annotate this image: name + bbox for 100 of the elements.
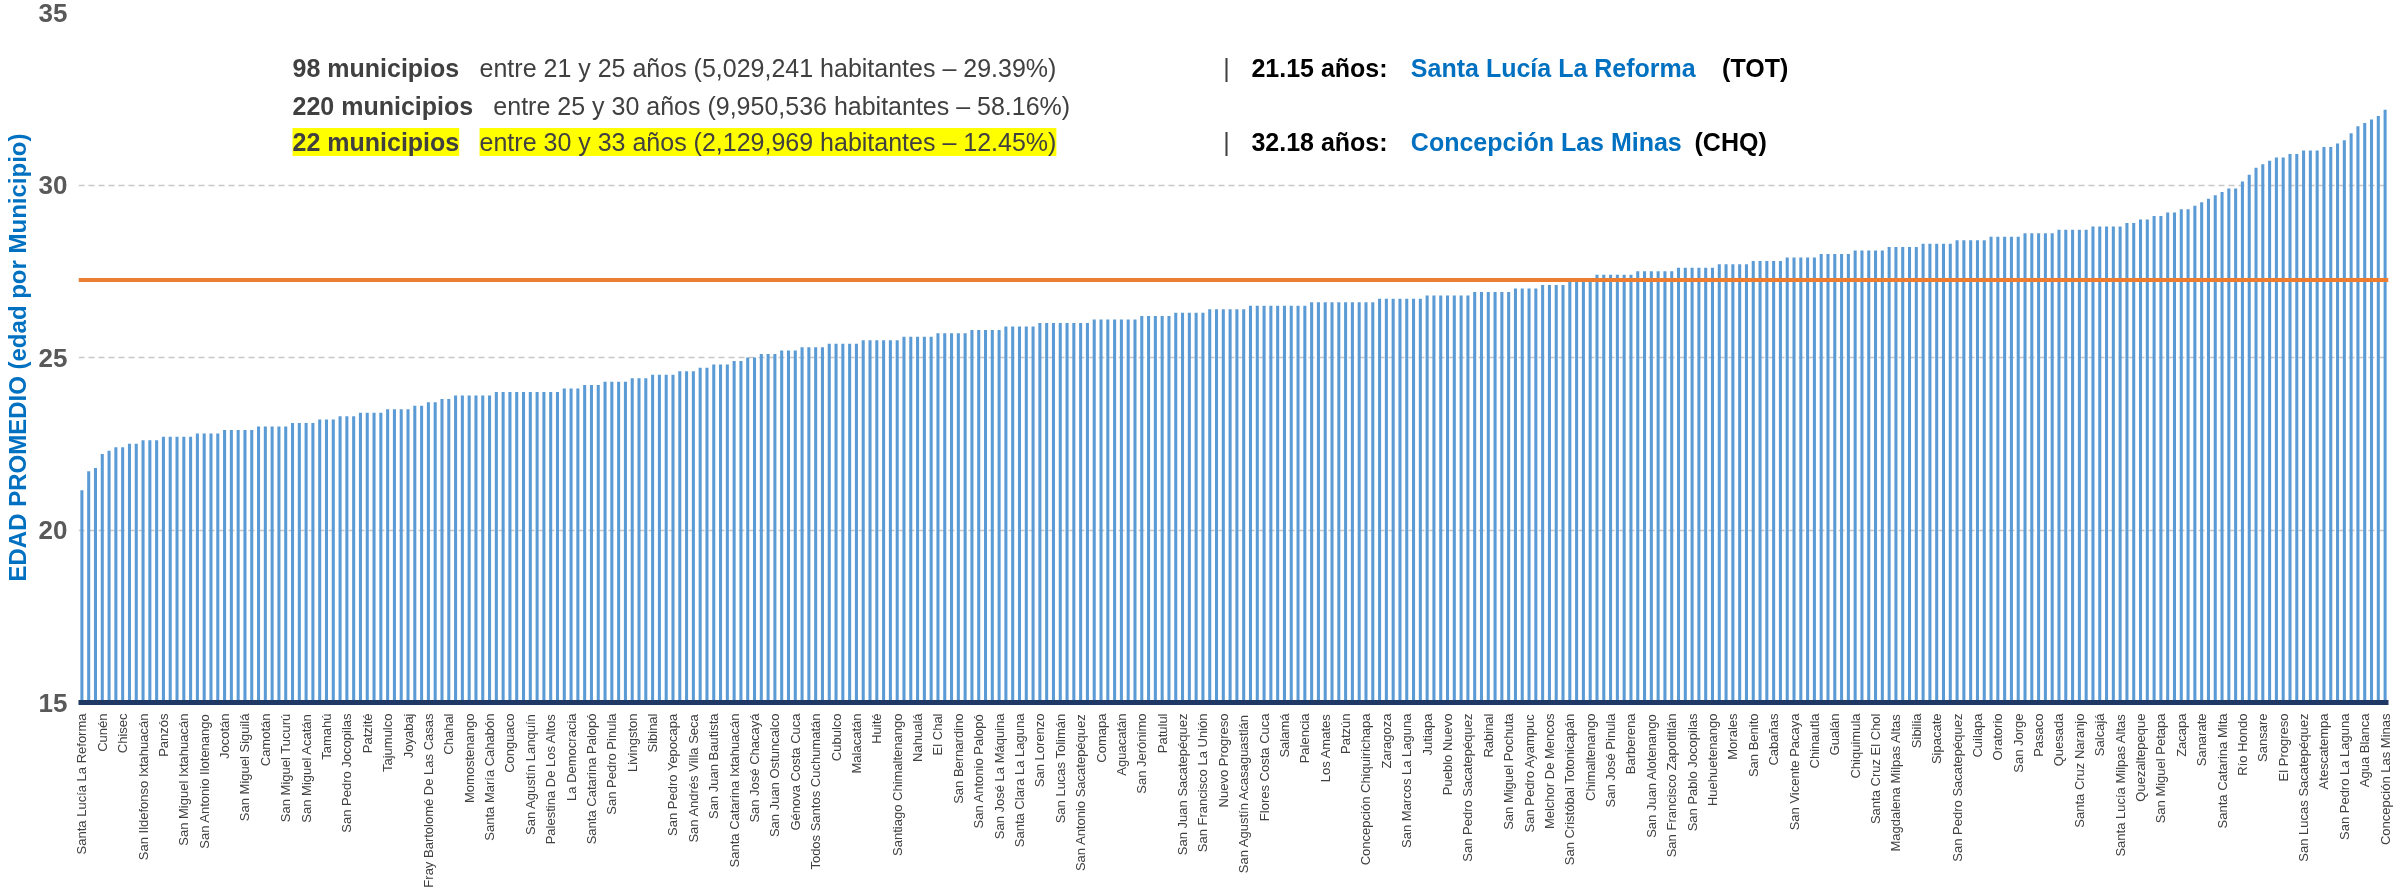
x-tick-label: Momostenango (461, 713, 477, 804)
x-tick-label: Zacapa (2173, 712, 2189, 757)
x-tick-label: Génova Costa Cuca (787, 712, 803, 831)
x-tick-label: Sanarate (2194, 713, 2210, 767)
x-tick-label: San Juan Ostuncalco (767, 713, 783, 838)
x-tick-label: El Chal (930, 713, 946, 756)
x-tick-label: San Pablo Jocopilas (1684, 713, 1700, 832)
x-tick-label: Nuevo Progreso (1215, 713, 1231, 808)
x-tick-label: Comapa (1093, 712, 1109, 763)
annotation: (TOT) (1722, 53, 1789, 82)
x-tick-label: Tamahú (318, 713, 334, 760)
x-tick-label: Jutiapa (1419, 712, 1435, 756)
x-tick-label: Jocotán (217, 713, 233, 760)
x-tick-label: San Vicente Pacaya (1786, 712, 1802, 831)
x-tick-label: Cunén (94, 713, 110, 752)
x-tick-label: Patzún (1338, 713, 1354, 754)
x-tick-label: Pueblo Nuevo (1440, 713, 1456, 796)
annotation: entre 30 y 33 años (2,129,969 habitantes – 12.45%) (479, 127, 1057, 156)
x-tick-label: Melchor De Mencos (1541, 713, 1557, 830)
x-tick-label: San Juan Sacatepéquez (1175, 713, 1191, 856)
x-tick-label: San Francisco Zapotitlán (1664, 713, 1680, 858)
x-tick-label: Camotán (257, 713, 273, 767)
x-tick-label: San Lucas Sacatepéquez (2296, 713, 2312, 862)
x-tick-label: San Pedro Ayampuc (1521, 713, 1537, 833)
x-tick-label: Chiquimula (1847, 712, 1863, 779)
x-tick-label: San Bernardino (950, 713, 966, 804)
x-tick-label: San Pedro Sacatepéquez (1949, 713, 1965, 862)
x-tick-label: Atescatempa (2316, 712, 2332, 790)
x-tick-label: Concepción Chiquirichapa (1358, 712, 1374, 866)
y-tick-label: 20 (38, 515, 68, 545)
annotation: 32.18 años: (1251, 127, 1388, 156)
x-tick-label: Morales (1725, 713, 1741, 760)
x-tick-label: Aguacatán (1113, 713, 1129, 776)
x-tick-label: Todos Santos Cuchumatán (808, 713, 824, 870)
x-tick-label: Cuilapa (1969, 712, 1985, 758)
x-tick-label: Salcajá (2092, 712, 2108, 757)
x-tick-label: Huité (869, 713, 885, 744)
x-tick-label: Fray Bartolomé De Las Casas (420, 713, 436, 888)
x-tick-label: San Agustín Lanquín (522, 714, 538, 835)
x-tick-label: San Ildefonso Ixtahuacán (135, 713, 151, 861)
annotation: | (1223, 127, 1230, 156)
x-tick-label: Santa Cruz Naranjo (2071, 713, 2087, 828)
annotation: 220 municipios (292, 91, 474, 120)
x-tick-label: San Pedro La Laguna (2336, 712, 2352, 840)
x-tick-label: San Antonio Palopó (971, 714, 987, 829)
annotation: Santa Lucía La Reforma (1410, 53, 1697, 82)
x-tick-label: Rabinal (1480, 713, 1496, 758)
x-tick-label: Zaragoza (1378, 712, 1394, 769)
x-tick-label: San José Chacayá (747, 712, 763, 823)
x-tick-label: San Juan Alotenango (1643, 714, 1659, 838)
x-tick-label: Santa Catarina Mita (2214, 712, 2230, 829)
x-tick-label: San Benito (1745, 713, 1761, 778)
x-tick-label: Gualán (1827, 713, 1843, 756)
x-tick-label: Sibinal (645, 713, 661, 753)
x-tick-label: San Cristóbal Totonicapán (1562, 713, 1578, 866)
x-tick-label: Sansare (2255, 713, 2271, 762)
x-tick-label: Los Amates (1317, 713, 1333, 783)
x-tick-label: San Antonio Ilotenango (196, 714, 212, 849)
x-tick-label: Patzité (359, 713, 375, 754)
x-tick-label: San Miguel Petapa (2153, 712, 2169, 824)
x-tick-label: Tajumulco (380, 713, 396, 773)
y-tick-label: 35 (38, 0, 68, 28)
x-tick-label: Santa Lucía Milpas Altas (2112, 713, 2128, 857)
x-tick-label: Joyabaj (400, 713, 416, 759)
x-tick-label: Cabañas (1766, 713, 1782, 766)
x-tick-label: San Miguel Siguilá (237, 712, 253, 822)
annotation: entre 21 y 25 años (5,029,241 habitantes – 29.39%) (479, 53, 1057, 82)
x-tick-label: San Pedro Jocopilas (339, 713, 355, 833)
x-tick-label: San Lucas Tolimán (1052, 713, 1068, 824)
x-tick-label: San Miguel Acatán (298, 714, 314, 823)
x-tick-label: San Agustín Acasaguastlán (1236, 714, 1252, 874)
x-tick-label: San José La Máquina (991, 712, 1007, 840)
x-tick-label: Panzós (155, 713, 171, 757)
annotation: 98 municipios (292, 53, 460, 82)
x-tick-label: Barberena (1623, 712, 1639, 775)
y-tick-label: 30 (38, 170, 68, 200)
x-tick-label: El Progreso (2275, 713, 2291, 782)
x-tick-label: Palencia (1297, 712, 1313, 764)
annotation: Concepción Las Minas (1410, 127, 1682, 156)
x-tick-label: Concepción Las Minas (2377, 713, 2393, 846)
annotation: 22 municipios (292, 127, 460, 156)
x-tick-label: San Pedro Yepocapa (665, 712, 681, 836)
x-tick-label: Chahal (441, 713, 457, 755)
x-tick-label: Flores Costa Cuca (1256, 712, 1272, 822)
x-tick-label: Chimaltenango (1582, 713, 1598, 801)
x-tick-label: Agua Blanca (2357, 712, 2373, 788)
x-tick-label: Santa Cruz El Chol (1868, 713, 1884, 825)
x-tick-label: Sibilia (1908, 712, 1924, 749)
x-tick-label: Livingston (624, 713, 640, 773)
x-tick-label: Santa Clara La Laguna (1011, 712, 1027, 848)
x-tick-label: San Miguel Pochuta (1501, 712, 1517, 830)
x-tick-label: Quezaltepeque (2133, 713, 2149, 802)
y-tick-label: 15 (38, 687, 68, 718)
x-tick-label: San Antonio Sacatepéquez (1073, 714, 1089, 872)
x-tick-label: Pasaco (2031, 713, 2047, 757)
x-tick-label: Huehuetenango (1704, 713, 1720, 807)
annotation: 21.15 años: (1251, 53, 1388, 82)
x-tick-label: San José Pinula (1603, 712, 1619, 808)
x-tick-label: Nahualá (910, 712, 926, 762)
annotation: (CHQ) (1694, 127, 1767, 156)
